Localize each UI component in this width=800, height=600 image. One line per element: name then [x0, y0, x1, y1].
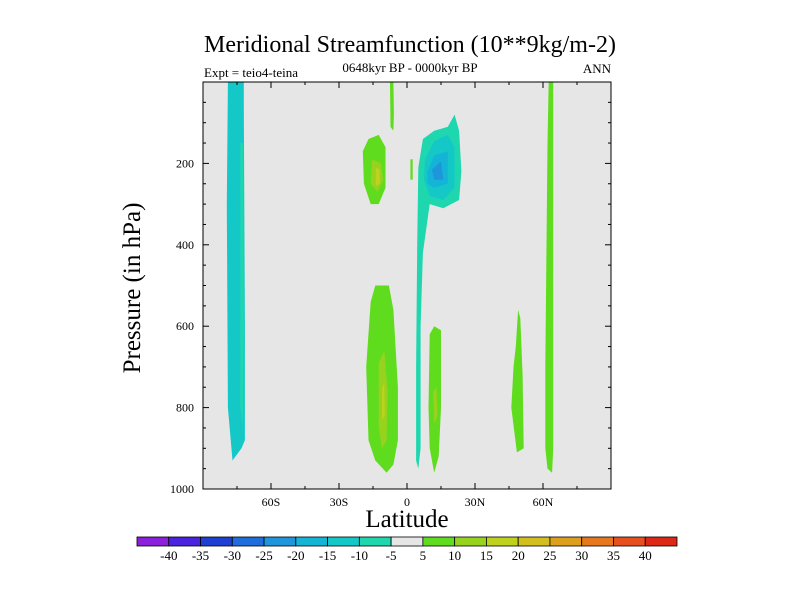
colorbar-label: -25 — [255, 548, 272, 563]
contour-upper-negative-cell — [416, 114, 462, 469]
y-tick-label: 200 — [176, 156, 194, 170]
colorbar-swatch — [613, 536, 646, 547]
colorbar-swatch — [231, 536, 265, 547]
plot-area — [202, 81, 612, 490]
colorbar-swatch — [358, 536, 392, 547]
colorbar-label: 15 — [480, 548, 493, 563]
colorbar-swatch — [200, 536, 233, 547]
colorbar-swatch — [581, 536, 614, 547]
colorbar-label: 35 — [607, 548, 620, 563]
contour-sh-column-core — [240, 143, 244, 428]
colorbar-swatch — [422, 536, 456, 547]
colorbar-swatch — [168, 536, 201, 547]
contour-upper-positive-cell-core — [375, 167, 380, 186]
colorbar-label: -35 — [192, 548, 209, 563]
colorbar-label: -5 — [386, 548, 397, 563]
colorbar-swatch — [136, 536, 170, 547]
contour-sh-column — [226, 82, 245, 461]
colorbar-swatch — [486, 536, 519, 547]
x-tick-label: 0 — [404, 495, 410, 509]
colorbar-label: -10 — [351, 548, 368, 563]
colorbar-label: -15 — [319, 548, 336, 563]
contour-upper-streak-b — [410, 159, 413, 180]
contour-narrow-positive-cell-core — [433, 387, 438, 424]
x-tick-label: 60S — [262, 495, 281, 509]
colorbar: -40 -35 -30 -25 -20 -15 -10 -5 5 10 15 20 25 30 35 40 — [136, 536, 678, 563]
colorbar-swatch — [549, 536, 583, 547]
y-tick-label: 400 — [176, 238, 194, 252]
colorbar-label: 25 — [543, 548, 556, 563]
x-tick-label: 60N — [533, 495, 554, 509]
chart-subtitle: 0648kyr BP - 0000kyr BP — [342, 60, 477, 75]
y-tick-label: 800 — [176, 401, 194, 415]
y-tick-label: 600 — [176, 319, 194, 333]
colorbar-label: 5 — [420, 548, 427, 563]
colorbar-label: 20 — [512, 548, 525, 563]
contour-upper-streak-a — [390, 82, 394, 131]
axes: 60S 30S 0 30N 60N 200 400 600 800 1000 — [170, 82, 611, 509]
y-tick-label: 1000 — [170, 482, 194, 496]
colorbar-label: -20 — [287, 548, 304, 563]
season-label: ANN — [583, 61, 612, 76]
contour-features — [226, 82, 554, 473]
colorbar-label: 10 — [448, 548, 461, 563]
colorbar-swatch — [327, 536, 360, 547]
contour-nh-column — [545, 82, 554, 473]
colorbar-label: 30 — [575, 548, 588, 563]
colorbar-swatch — [644, 536, 678, 547]
contour-upper-negative-cell-peak — [431, 161, 444, 180]
colorbar-label: -40 — [160, 548, 177, 563]
colorbar-swatch — [517, 536, 551, 547]
colorbar-swatch — [390, 536, 424, 547]
colorbar-swatch — [263, 536, 297, 547]
experiment-label: Expt = teio4-teina — [204, 65, 298, 80]
x-tick-label: 30N — [465, 495, 486, 509]
colorbar-label: 40 — [639, 548, 652, 563]
contour-nh-midlat-cell — [511, 309, 524, 453]
colorbar-swatch — [454, 536, 487, 547]
x-axis-label: Latitude — [365, 506, 448, 533]
chart-title: Meridional Streamfunction (10**9kg/m-2) — [204, 32, 616, 58]
contour-lower-positive-cell-core — [382, 383, 385, 420]
colorbar-swatch — [295, 536, 328, 547]
y-axis-label: Pressure (in hPa) — [119, 203, 146, 374]
plot-background — [203, 82, 611, 489]
colorbar-label: -30 — [224, 548, 241, 563]
x-tick-label: 30S — [330, 495, 349, 509]
